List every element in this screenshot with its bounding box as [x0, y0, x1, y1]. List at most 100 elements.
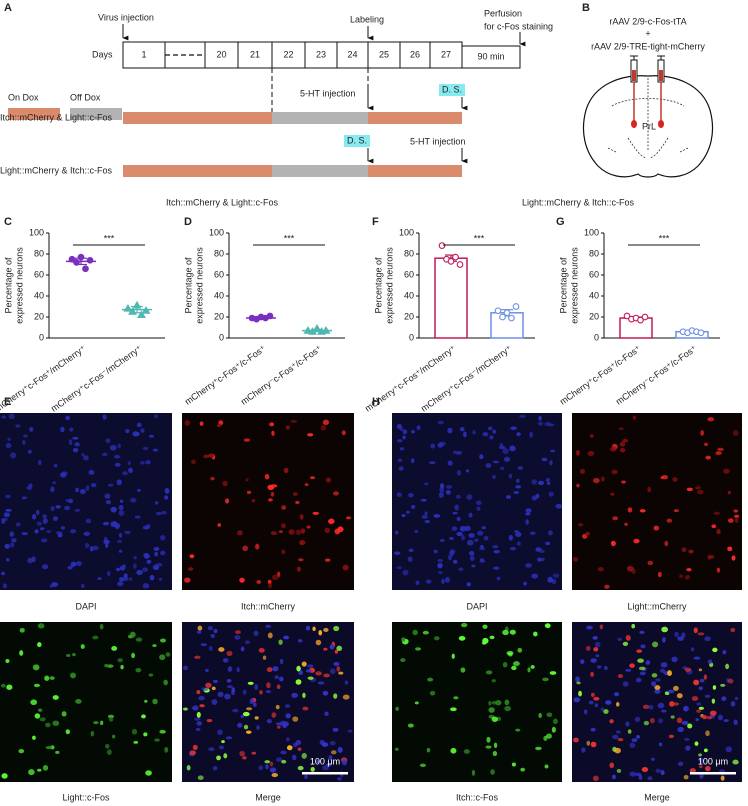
cell [458, 567, 464, 572]
cell [698, 753, 702, 757]
cell [614, 747, 621, 754]
cell [108, 716, 114, 722]
cell [504, 705, 512, 712]
cell [537, 421, 544, 426]
cell [622, 681, 629, 687]
y-tick-label: 60 [404, 269, 414, 279]
cell [145, 770, 152, 776]
cell [106, 749, 112, 755]
cell [309, 476, 316, 480]
cell [6, 684, 13, 690]
cell [698, 686, 703, 691]
day-box [122, 41, 166, 69]
cell [456, 469, 462, 476]
cell [632, 415, 637, 420]
dox-on [123, 165, 272, 177]
cell [734, 696, 739, 701]
cell [292, 716, 299, 722]
cell [697, 632, 705, 636]
cell [622, 438, 629, 443]
cell [693, 656, 701, 660]
cell [72, 652, 76, 657]
cell [85, 518, 92, 524]
cell [444, 576, 450, 583]
cell [211, 699, 218, 705]
cell [401, 637, 406, 642]
cell [52, 695, 59, 700]
cell [504, 699, 510, 706]
cell [471, 564, 476, 568]
cell [225, 736, 233, 740]
cell [525, 563, 532, 568]
cell [105, 743, 110, 749]
cell [411, 430, 415, 434]
cell [676, 693, 683, 699]
cell [575, 449, 580, 456]
cell [451, 526, 458, 531]
data-point [312, 323, 322, 332]
cell [399, 427, 404, 432]
cell [39, 717, 46, 722]
cell [631, 738, 638, 742]
cell [414, 530, 418, 533]
label: 24 [347, 49, 357, 59]
cell [472, 430, 476, 435]
cell [60, 426, 65, 433]
cell [341, 430, 346, 436]
cell [269, 761, 274, 767]
cell [146, 559, 152, 564]
label: for c-Fos staining [484, 21, 553, 31]
cell [545, 478, 550, 483]
cell [455, 494, 462, 499]
cell [267, 632, 273, 639]
cell [689, 768, 696, 774]
cell [609, 719, 614, 724]
y-tick-label: 20 [404, 311, 414, 321]
cell [698, 668, 703, 672]
cell [730, 701, 736, 707]
cell [7, 437, 11, 441]
y-tick-label: 40 [34, 290, 44, 300]
panel-label: D [184, 216, 192, 228]
data-point [494, 307, 502, 315]
cell [65, 499, 70, 503]
cell [516, 432, 521, 437]
brain-outline [582, 75, 714, 178]
label: Light::c-Fos [62, 792, 110, 802]
cell [664, 540, 669, 547]
cell [450, 707, 457, 712]
cell [659, 668, 666, 673]
cell [552, 718, 558, 725]
cell [466, 494, 473, 500]
cell [299, 540, 306, 546]
cell [711, 524, 717, 529]
cell [5, 557, 10, 562]
cell [668, 734, 674, 739]
cell [516, 478, 520, 483]
data-point [697, 329, 705, 337]
cell [647, 776, 653, 781]
cell [149, 574, 155, 581]
data-point [456, 261, 464, 268]
cell [445, 490, 451, 495]
cell [324, 527, 331, 534]
cell [1, 415, 7, 419]
cell [120, 664, 124, 670]
cell [647, 560, 654, 566]
cell [590, 671, 595, 677]
cell [702, 714, 707, 720]
data-point [503, 309, 511, 317]
cell [45, 746, 53, 750]
cell [259, 690, 263, 695]
cell [245, 478, 249, 482]
label: Light::mCherry & Itch::c-Fos [0, 165, 113, 175]
cell [485, 745, 492, 749]
cell [503, 456, 511, 462]
cell [548, 530, 553, 536]
cell [673, 509, 679, 513]
cell [411, 504, 416, 509]
cell [55, 750, 60, 754]
cell [286, 745, 293, 751]
cell [133, 431, 140, 437]
cell [587, 451, 595, 457]
